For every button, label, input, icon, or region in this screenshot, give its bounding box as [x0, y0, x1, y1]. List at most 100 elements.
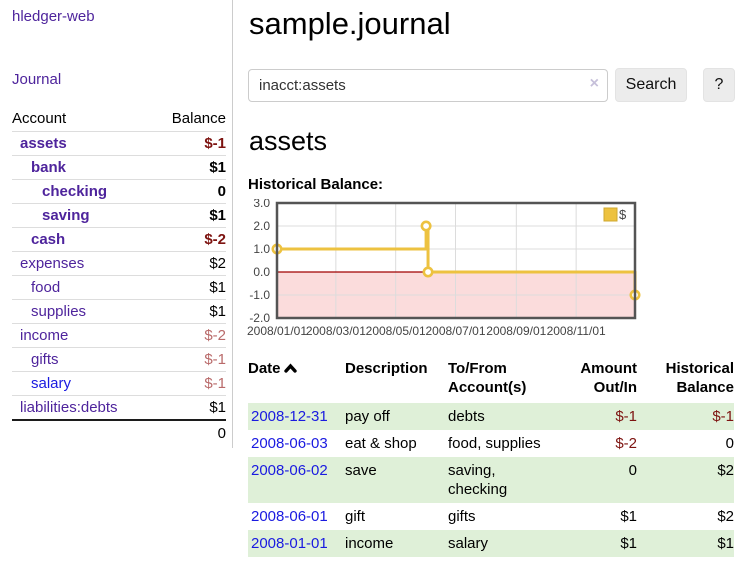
account-row: checking 0	[12, 179, 226, 204]
account-link[interactable]: supplies	[31, 303, 87, 320]
register-balance: $1	[717, 535, 734, 552]
search-row: × Search ?	[248, 68, 742, 102]
svg-text:2008/05/01: 2008/05/01	[366, 324, 426, 338]
account-balance: $1	[209, 399, 226, 416]
account-row: income $-2	[12, 323, 226, 348]
register-accounts: gifts	[448, 508, 476, 525]
register-accounts: saving, checking	[448, 462, 508, 498]
register-table: Date Description To/From Account(s) Amou…	[248, 357, 734, 557]
svg-text:2008/01/01: 2008/01/01	[247, 324, 307, 338]
account-row: salary $-1	[12, 371, 226, 396]
register-accounts: debts	[448, 408, 485, 425]
register-header-date[interactable]: Date	[248, 357, 345, 403]
date-link[interactable]: 2008-06-03	[251, 435, 328, 452]
svg-text:3.0: 3.0	[253, 199, 270, 210]
register-description: gift	[345, 508, 366, 525]
search-input[interactable]	[248, 68, 608, 102]
account-balance: $-1	[204, 351, 226, 368]
historical-balance-chart[interactable]: $3.0 2.0 1.0 0.0 -1.0 -2.0 2008/01/01 2008/03/0…	[242, 196, 642, 344]
register-balance: 0	[725, 435, 734, 452]
account-heading: assets	[249, 126, 328, 156]
date-link[interactable]: 2008-06-02	[251, 462, 328, 479]
register-row: 2008-01-01 income salary $1 $1	[248, 530, 734, 557]
account-balance: $1	[209, 279, 226, 296]
register-row: 2008-06-01 gift gifts $1 $2	[248, 503, 734, 530]
register-header-accounts: To/From Account(s)	[448, 360, 527, 396]
register-row: 2008-12-31 pay off debts $-1 $-1	[248, 403, 734, 430]
register-row: 2008-06-02 save saving, checking 0 $2	[248, 457, 734, 503]
svg-text:2.0: 2.0	[253, 219, 270, 233]
account-balance: 0	[217, 183, 226, 200]
svg-text:-1.0: -1.0	[249, 288, 270, 302]
chart-title: Historical Balance:	[248, 176, 384, 193]
search-input-wrap: ×	[248, 68, 608, 102]
date-link[interactable]: 2008-06-01	[251, 508, 328, 525]
sidebar: hledger-web Journal Account Balance asse…	[0, 0, 233, 448]
search-button[interactable]: Search	[615, 68, 687, 102]
account-link[interactable]: assets	[20, 135, 67, 152]
account-row: gifts $-1	[12, 347, 226, 372]
account-link[interactable]: income	[20, 327, 69, 344]
register-balance: $-1	[712, 408, 734, 425]
account-row: supplies $1	[12, 299, 226, 324]
app-title-link[interactable]: hledger-web	[12, 8, 95, 25]
accounts-total-row: 0	[12, 419, 226, 446]
account-balance: $2	[209, 255, 226, 272]
chart-svg: $3.0 2.0 1.0 0.0 -1.0 -2.02008/01/012008/03/0…	[247, 196, 641, 338]
register-description: income	[345, 535, 394, 552]
account-balance: $1	[209, 207, 226, 224]
register-balance: $2	[717, 462, 734, 479]
svg-text:2008/07/01: 2008/07/01	[425, 324, 485, 338]
register-header-description: Description	[345, 360, 428, 377]
register-header-row: Date Description To/From Account(s) Amou…	[248, 357, 734, 403]
sidebar-item-journal[interactable]: Journal	[12, 71, 62, 88]
account-link[interactable]: cash	[31, 231, 66, 248]
account-link[interactable]: salary	[31, 375, 72, 392]
svg-text:-2.0: -2.0	[249, 311, 270, 325]
account-row: assets $-1	[12, 131, 226, 156]
register-description: pay off	[345, 408, 390, 425]
accounts-total-value: 0	[153, 419, 226, 446]
svg-text:1.0: 1.0	[253, 242, 270, 256]
account-link[interactable]: liabilities:debts	[20, 399, 118, 416]
account-row: food $1	[12, 275, 226, 300]
register-header-balance: Historical Balance	[665, 360, 734, 396]
svg-text:2008/09/01: 2008/09/01	[486, 324, 546, 338]
account-link[interactable]: checking	[42, 183, 108, 200]
account-link[interactable]: food	[31, 279, 61, 296]
date-link[interactable]: 2008-12-31	[251, 408, 328, 425]
account-balance: $-2	[204, 231, 226, 248]
account-link[interactable]: expenses	[20, 255, 85, 272]
register-accounts: salary	[448, 535, 489, 552]
accounts-balance-table: Account Balance assets $-1 bank $1 checking 0…	[12, 107, 226, 446]
account-link[interactable]: gifts	[31, 351, 59, 368]
account-balance: $1	[209, 303, 226, 320]
register-amount: $1	[620, 535, 637, 552]
register-header-amount: Amount Out/In	[580, 360, 637, 396]
page-title: sample.journal	[249, 6, 451, 41]
account-balance: $1	[209, 159, 226, 176]
register-amount: $-2	[615, 435, 637, 452]
account-link[interactable]: saving	[42, 207, 90, 224]
account-link[interactable]: bank	[31, 159, 67, 176]
account-row: expenses $2	[12, 251, 226, 276]
register-amount: $-1	[615, 408, 637, 425]
svg-text:2008/11/01: 2008/11/01	[547, 324, 606, 338]
register-balance: $2	[717, 508, 734, 525]
svg-text:0.0: 0.0	[253, 265, 270, 279]
register-row: 2008-06-03 eat & shop food, supplies $-2 0	[248, 430, 734, 457]
account-balance: $-1	[204, 135, 226, 152]
sort-ascending-icon[interactable]	[283, 360, 297, 379]
account-row: saving $1	[12, 203, 226, 228]
register-amount: 0	[628, 462, 637, 479]
help-button[interactable]: ?	[703, 68, 735, 102]
register-amount: $1	[620, 508, 637, 525]
main-content: sample.journal × Search ? assets Histori…	[247, 0, 742, 557]
clear-search-icon[interactable]: ×	[589, 74, 599, 92]
account-balance: $-2	[204, 327, 226, 344]
svg-text:2008/03/01: 2008/03/01	[306, 324, 366, 338]
register-description: save	[345, 462, 377, 479]
date-link[interactable]: 2008-01-01	[251, 535, 328, 552]
accounts-header-account: Account	[12, 110, 67, 127]
account-balance: $-1	[204, 375, 226, 392]
